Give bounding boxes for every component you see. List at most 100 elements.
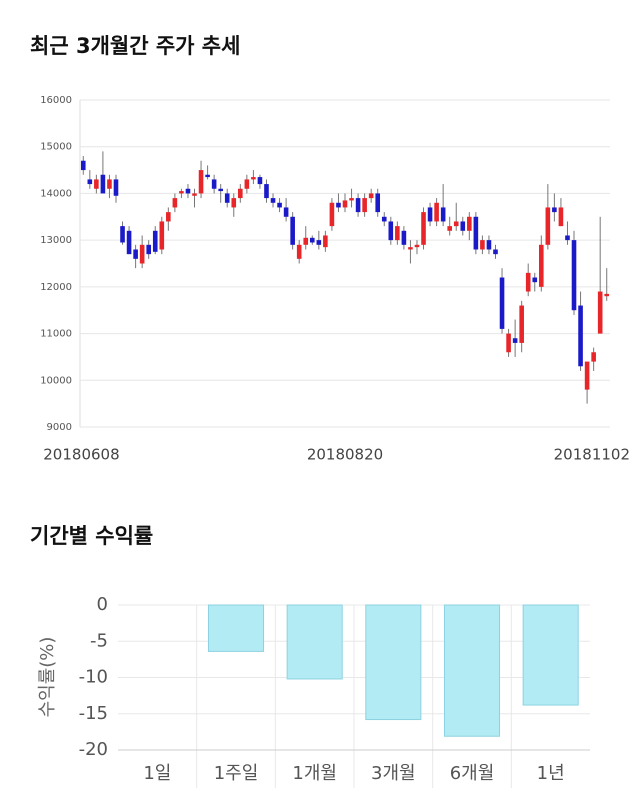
y-tick-label: 11000	[40, 329, 72, 340]
y-tick-label: 0	[97, 594, 108, 615]
candle-body	[414, 244, 420, 248]
candle-body	[604, 293, 610, 297]
x-tick-label: 1년	[537, 763, 565, 784]
candle-body	[264, 184, 269, 199]
candle-body	[296, 244, 302, 259]
candle-body	[231, 198, 237, 208]
chart-title: 최근 3개월간 주가 추세	[30, 34, 240, 58]
bar	[365, 604, 422, 721]
candle-body	[565, 235, 570, 241]
y-tick-label: -15	[79, 703, 108, 724]
candle-body	[388, 221, 394, 241]
candle-body	[473, 216, 479, 250]
candle-body	[447, 226, 452, 231]
candle-body	[395, 226, 400, 241]
candle-body	[519, 305, 524, 343]
candle-body	[100, 174, 106, 194]
candle-body	[558, 207, 564, 227]
candle-body	[525, 272, 531, 292]
candle-body	[270, 198, 276, 203]
bar	[207, 604, 265, 652]
y-tick-label: 14000	[40, 188, 72, 199]
candle-body	[120, 226, 125, 243]
candle-body	[323, 235, 328, 248]
candle-body	[94, 179, 99, 189]
candle-body	[440, 207, 446, 222]
candle-body	[349, 198, 354, 201]
candle-body	[152, 230, 158, 252]
chart-title: 기간별 수익률	[30, 524, 153, 548]
candle-body	[205, 174, 210, 178]
candle-body	[591, 352, 596, 362]
candle-body	[486, 240, 492, 250]
candle-body	[408, 247, 413, 250]
candle-body	[362, 198, 367, 213]
candle-body	[329, 202, 335, 227]
candle-body	[434, 202, 439, 222]
candle-body	[499, 277, 505, 329]
x-tick-label: 3개월	[371, 763, 416, 784]
candle-body	[303, 237, 309, 245]
x-tick-label: 1주일	[214, 763, 259, 784]
candle-body	[427, 207, 433, 222]
x-tick-label: 1개월	[292, 763, 337, 784]
candle-body	[192, 193, 197, 196]
y-tick-label: -10	[79, 667, 108, 688]
candle-body	[290, 216, 295, 245]
candle-body	[251, 177, 256, 180]
candle-body	[185, 188, 191, 194]
candle-body	[578, 305, 583, 367]
x-tick-label: 20181102	[554, 446, 630, 464]
bar	[522, 604, 579, 706]
candle-body	[368, 193, 374, 199]
candle-body	[309, 237, 315, 243]
x-tick-label: 20180820	[307, 446, 383, 464]
candle-body	[277, 202, 282, 208]
y-axis-label: 수익률(%)	[37, 637, 58, 718]
candle-body	[467, 216, 472, 231]
candle-body	[401, 230, 407, 245]
candle-body	[453, 221, 459, 227]
bar	[443, 604, 501, 737]
candle-body	[244, 179, 250, 189]
candle-body	[538, 244, 544, 287]
y-tick-label: 15000	[40, 142, 72, 153]
candle-body	[179, 191, 184, 194]
candle-body	[506, 333, 511, 353]
x-tick-label: 1일	[143, 763, 171, 784]
candle-body	[421, 212, 426, 245]
candle-body	[139, 244, 145, 264]
bar	[286, 604, 343, 680]
candle-body	[172, 198, 178, 208]
y-tick-label: 9000	[47, 422, 72, 433]
x-tick-label: 6개월	[450, 763, 495, 784]
candle-body	[532, 277, 538, 283]
candle-body	[342, 200, 348, 208]
candle-body	[597, 291, 603, 334]
candle-body	[571, 240, 577, 311]
candle-body	[375, 193, 381, 213]
candle-body	[584, 361, 590, 390]
candle-body	[355, 198, 361, 213]
candle-body	[336, 202, 341, 208]
candle-body	[87, 179, 93, 185]
candle-body	[126, 230, 132, 255]
candle-body	[146, 244, 152, 255]
candle-body	[166, 212, 171, 222]
candle-body	[133, 249, 138, 259]
y-tick-label: 10000	[40, 375, 72, 386]
y-tick-label: -20	[79, 739, 108, 760]
candle-body	[381, 216, 387, 222]
candle-body	[198, 170, 204, 194]
candle-body	[80, 160, 86, 171]
candle-body	[238, 188, 243, 199]
candle-body	[480, 240, 485, 250]
y-tick-label: 13000	[40, 235, 72, 246]
candle-body	[283, 207, 289, 217]
candle-body	[224, 193, 230, 203]
candle-body	[113, 179, 119, 196]
candle-body	[316, 240, 322, 245]
candle-body	[545, 207, 551, 245]
y-tick-label: -5	[90, 630, 108, 651]
